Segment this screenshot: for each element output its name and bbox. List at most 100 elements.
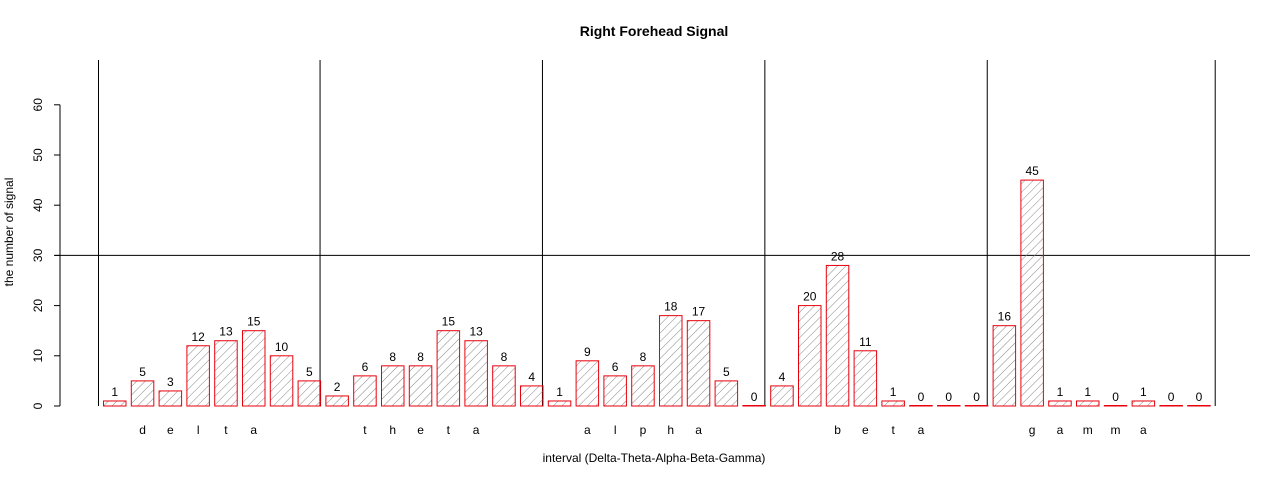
group-letter: m (1111, 423, 1121, 437)
group-letter: a (584, 423, 591, 437)
bar (1159, 405, 1183, 407)
group-letter: l (197, 423, 200, 437)
bar-value-label: 1 (556, 385, 563, 399)
y-tick-label: 40 (31, 198, 45, 212)
bar (547, 400, 572, 407)
group-letter: t (224, 423, 228, 437)
reference-lines (55, 60, 1250, 406)
bar-value-label: 18 (664, 300, 678, 314)
bar (575, 360, 600, 407)
chart-title: Right Forehead Signal (580, 23, 729, 39)
bar-value-label: 9 (584, 345, 591, 359)
y-tick-label: 0 (31, 402, 45, 409)
bar (269, 355, 294, 407)
bar (492, 365, 516, 407)
group-letter: d (139, 423, 146, 437)
bar-value-label: 13 (469, 325, 483, 339)
bar (631, 365, 655, 407)
bar (103, 400, 127, 407)
bars (103, 179, 1211, 407)
bar-value-label: 1 (1057, 385, 1064, 399)
group-letter: m (1083, 423, 1093, 437)
bar (659, 315, 683, 407)
bar (909, 405, 933, 407)
y-tick-label: 10 (31, 349, 45, 363)
bar (1103, 405, 1128, 407)
y-tick-label: 30 (31, 248, 45, 262)
bar-value-label: 8 (417, 350, 424, 364)
bar (714, 380, 739, 407)
bar-value-label: 12 (191, 330, 205, 344)
bar-value-label: 8 (640, 350, 647, 364)
group-letter: a (695, 423, 702, 437)
bar-value-label: 16 (998, 310, 1012, 324)
bar-value-label: 15 (247, 315, 261, 329)
bar (964, 405, 989, 407)
y-axis-label: the number of signal (2, 178, 16, 287)
bar (214, 340, 238, 407)
bar (130, 380, 155, 407)
group-letter: g (1029, 423, 1036, 437)
bar (1131, 400, 1156, 407)
bar (464, 340, 488, 407)
bar-value-label: 1 (890, 385, 897, 399)
bar (186, 345, 210, 407)
bar (992, 325, 1017, 407)
bar-value-label: 3 (167, 375, 174, 389)
group-letter: t (363, 423, 367, 437)
group-letter: t (891, 423, 895, 437)
bar-value-label: 0 (945, 390, 952, 404)
bar (825, 264, 850, 407)
group-letter: e (167, 423, 174, 437)
bar (770, 385, 794, 407)
bar (742, 405, 766, 407)
bar (798, 305, 822, 407)
bar-value-label: 6 (362, 360, 369, 374)
bar (881, 400, 905, 407)
bar-value-label: 2 (334, 380, 341, 394)
group-letter: e (862, 423, 869, 437)
bar (158, 390, 183, 407)
bar (686, 320, 711, 407)
group-letter: p (640, 423, 647, 437)
bar-value-label: 5 (306, 365, 313, 379)
bar (937, 405, 961, 407)
bar-value-label: 28 (831, 249, 845, 263)
bar (520, 385, 544, 407)
bar (242, 330, 266, 407)
bar (353, 375, 377, 407)
y-tick-label: 60 (31, 98, 45, 112)
bar-value-label: 45 (1025, 164, 1039, 178)
bar-value-label: 4 (779, 370, 786, 384)
group-letter: t (447, 423, 451, 437)
y-tick-label: 50 (31, 148, 45, 162)
bar-value-label: 8 (389, 350, 396, 364)
bar (1187, 405, 1211, 407)
bar (1020, 179, 1044, 407)
group-letter: e (417, 423, 424, 437)
group-letter: h (667, 423, 674, 437)
y-tick-label: 20 (31, 299, 45, 313)
bar-value-label: 0 (973, 390, 980, 404)
bar-value-label: 6 (612, 360, 619, 374)
bar-value-label: 4 (528, 370, 535, 384)
bar-value-label: 17 (692, 305, 706, 319)
bar-value-label: 0 (751, 390, 758, 404)
x-axis-label: interval (Delta-Theta-Alpha-Beta-Gamma) (543, 451, 766, 465)
group-letter: b (834, 423, 841, 437)
bar (1048, 400, 1072, 407)
group-letter: h (389, 423, 396, 437)
bar-value-label: 0 (1112, 390, 1119, 404)
bar (853, 350, 878, 407)
bar-value-label: 10 (275, 340, 289, 354)
group-letter: a (473, 423, 480, 437)
bar (436, 330, 461, 407)
group-letter: a (1057, 423, 1064, 437)
bar (325, 395, 349, 407)
group-letter: l (614, 423, 617, 437)
bar-value-label: 5 (139, 365, 146, 379)
bar-value-label: 8 (501, 350, 508, 364)
